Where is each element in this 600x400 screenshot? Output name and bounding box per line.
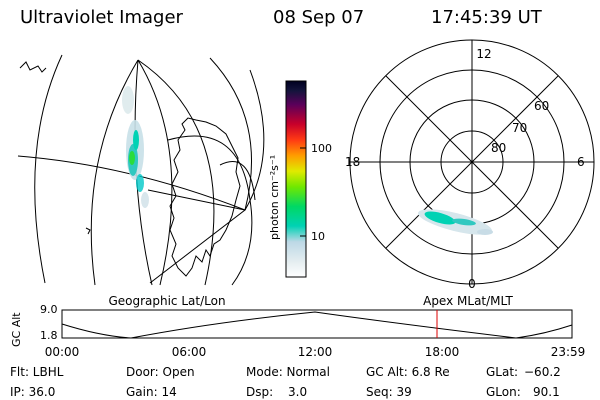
mlt-label-18: 18 [345, 155, 360, 169]
mlt-line [385, 75, 559, 249]
geographic-map-label: Geographic Lat/Lon [108, 294, 225, 308]
meridian-line [34, 54, 63, 284]
dsp-label: Dsp: [246, 385, 274, 399]
timeline-ytick-top: 9.0 [40, 303, 58, 316]
colorbar-ticks [300, 147, 306, 237]
ip-info: IP: 36.0 [10, 385, 56, 399]
mlat-label-60: 60 [534, 99, 549, 113]
mlat-label-70: 70 [512, 121, 527, 135]
mlt-label-12: 12 [476, 47, 491, 61]
seq-info: Seq: 39 [366, 385, 412, 399]
door-info: Door: Open [126, 365, 195, 379]
meridian-line [167, 135, 253, 286]
timeline-frame [61, 309, 573, 339]
colorbar-unit-label: photon cm⁻²s⁻¹ [268, 155, 281, 240]
meridian-line [137, 59, 215, 286]
parallel-line [219, 161, 256, 201]
timeline-ytick-bottom: 1.8 [40, 329, 58, 342]
altitude-curve [61, 311, 573, 339]
dsp-value: 3.0 [288, 385, 308, 399]
instrument-title: Ultraviolet Imager [20, 7, 183, 28]
parallel-line [147, 189, 247, 284]
mlat-label-80: 80 [491, 141, 506, 155]
timeline-xtick: 00:00 [45, 345, 80, 359]
glat-label: GLat: [486, 365, 519, 379]
filter-info: Flt: LBHL [10, 365, 64, 379]
timeline-xtick: 06:00 [172, 345, 207, 359]
glon-value: 90.1 [533, 385, 560, 399]
gain-info: Gain: 14 [126, 385, 177, 399]
timeline-xtick: 23:59 [551, 345, 586, 359]
coastline [19, 61, 47, 73]
mlt-label-6: 6 [577, 155, 585, 169]
gc-alt-info: GC Alt: 6.8 Re [366, 365, 450, 379]
glat-value: −60.2 [524, 365, 561, 379]
timeline-xtick: 18:00 [425, 345, 460, 359]
aurora-emission-polar [418, 209, 493, 235]
apex-map-label: Apex MLat/MLT [423, 294, 513, 308]
colorbar-scale [285, 80, 307, 278]
meridian-line [90, 59, 139, 286]
time-label: 17:45:39 UT [431, 7, 542, 28]
coastline [85, 227, 91, 235]
glon-label: GLon: [486, 385, 521, 399]
mode-info: Mode: Normal [246, 365, 330, 379]
meridian-line [209, 57, 253, 211]
timeline-axis-label: GC Alt [10, 312, 23, 347]
meridian-line [137, 59, 173, 286]
altitude-timeline [61, 309, 573, 339]
meridian-line [244, 69, 265, 211]
aurora-emission-left [122, 86, 149, 208]
polar-plot [349, 39, 595, 285]
date-label: 08 Sep 07 [273, 7, 365, 28]
coastline [169, 117, 241, 277]
mlt-label-0: 0 [468, 277, 476, 291]
colorbar-tick-label: 10 [311, 230, 325, 243]
colorbar-tick-label: 100 [311, 142, 332, 155]
timeline-xtick: 12:00 [298, 345, 333, 359]
